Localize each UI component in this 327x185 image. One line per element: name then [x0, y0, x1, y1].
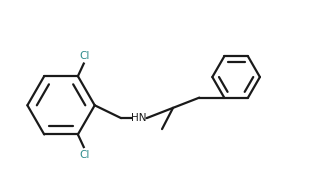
Text: Cl: Cl: [79, 51, 89, 61]
Text: HN: HN: [131, 113, 146, 123]
Text: Cl: Cl: [79, 150, 89, 160]
